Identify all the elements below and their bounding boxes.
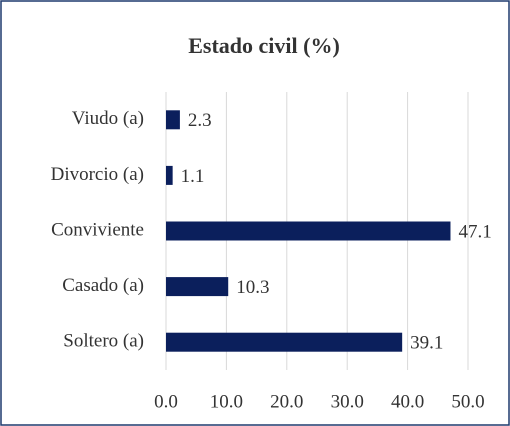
bar [166,332,403,352]
data-label: 47.1 [458,221,491,242]
x-tick-label: 50.0 [451,391,484,412]
y-tick-label: Divorcio (a) [51,164,144,185]
x-tick-label: 30.0 [331,391,364,412]
data-label: 2.3 [188,110,212,131]
bar [166,221,451,241]
data-label: 10.3 [236,277,269,298]
x-tick-label: 20.0 [270,391,303,412]
y-tick-label: Viudo (a) [72,108,144,129]
y-tick-label: Soltero (a) [63,331,144,352]
bar [166,277,229,297]
data-label: 39.1 [410,333,443,354]
y-tick-label: Conviviente [51,219,144,240]
bar [166,110,180,130]
chart-title: Estado civil (%) [188,33,340,58]
data-label: 1.1 [181,166,205,187]
y-tick-label: Casado (a) [62,275,144,296]
bar [166,165,173,185]
x-tick-label: 40.0 [391,391,424,412]
x-tick-label: 10.0 [210,391,243,412]
x-tick-label: 0.0 [154,391,178,412]
